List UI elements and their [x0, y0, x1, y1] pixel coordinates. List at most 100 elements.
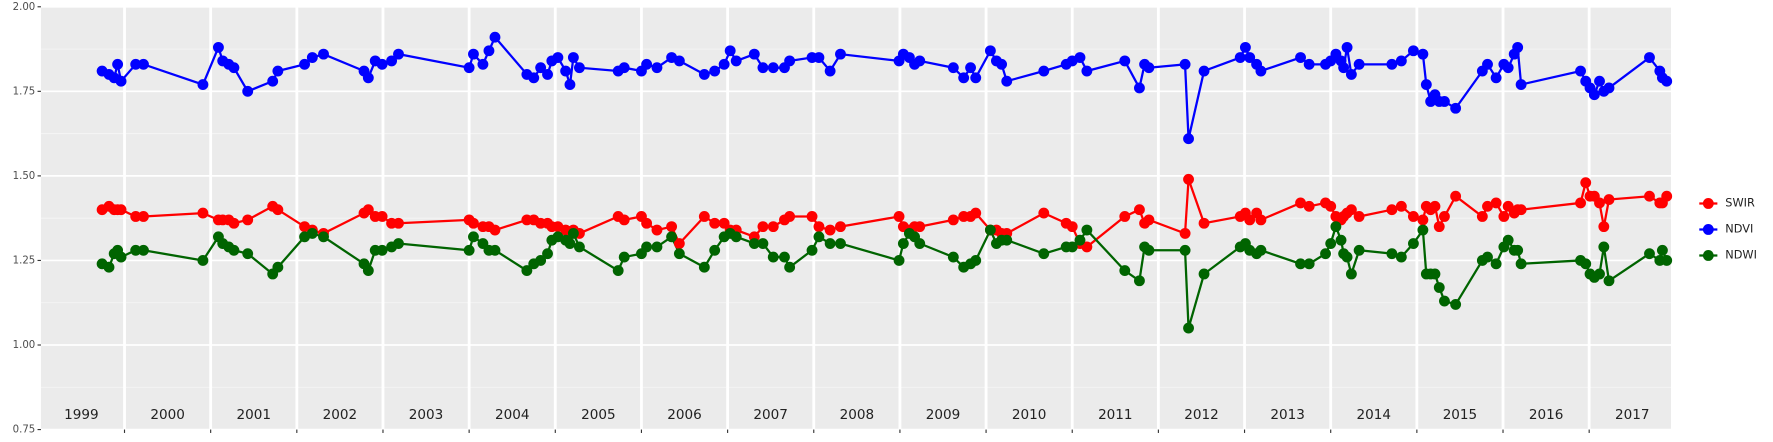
legend-label: SWIR [1725, 196, 1755, 209]
point [1580, 177, 1592, 189]
x-tick-label: 2012 [1184, 407, 1218, 423]
x-tick-label: 2014 [1357, 407, 1391, 423]
y-tick-label: 0.75 [13, 425, 36, 436]
point [1512, 41, 1524, 53]
point [1598, 221, 1610, 233]
point [1644, 190, 1655, 202]
point [1407, 238, 1419, 249]
point [228, 244, 240, 256]
point [1244, 52, 1256, 63]
point [1143, 62, 1155, 74]
point [806, 244, 818, 256]
point [299, 58, 311, 70]
point [552, 52, 564, 63]
point [1515, 204, 1527, 216]
point [641, 241, 653, 253]
point [1407, 45, 1419, 57]
point [1656, 244, 1668, 256]
point [1143, 244, 1155, 256]
point [1255, 244, 1267, 256]
point [1066, 221, 1078, 233]
point [893, 255, 905, 266]
point [535, 255, 547, 266]
point [228, 62, 240, 74]
point [542, 248, 553, 260]
x-tick-label: 2000 [150, 407, 184, 423]
point [130, 58, 142, 70]
point [1119, 55, 1131, 67]
point [393, 217, 404, 229]
point [1303, 58, 1315, 70]
point [618, 214, 630, 226]
point [1482, 251, 1493, 263]
point [242, 248, 254, 260]
point [824, 65, 836, 77]
point [1239, 41, 1251, 53]
point [709, 217, 721, 229]
point [463, 244, 475, 256]
point [806, 211, 818, 222]
point [673, 248, 685, 260]
point [483, 45, 495, 57]
point [1338, 62, 1350, 74]
point [272, 261, 284, 273]
point [970, 207, 982, 219]
point [1661, 75, 1673, 87]
point [362, 265, 374, 277]
point [1295, 258, 1306, 270]
point [1134, 82, 1145, 94]
point [970, 255, 982, 266]
point [698, 69, 710, 80]
point [1330, 221, 1342, 233]
point [1295, 197, 1306, 209]
point [376, 211, 388, 222]
point [542, 69, 553, 80]
point [1417, 48, 1429, 60]
point [813, 221, 825, 233]
point [1038, 65, 1050, 77]
point [1594, 268, 1605, 280]
point [1386, 204, 1398, 216]
point [1001, 75, 1013, 87]
x-tick-label: 2002 [323, 407, 357, 423]
point [779, 251, 790, 263]
point [824, 224, 836, 236]
point [1386, 58, 1398, 70]
point [1417, 214, 1429, 226]
point [386, 55, 398, 67]
point [914, 238, 926, 249]
point [893, 211, 905, 222]
point [784, 211, 796, 222]
point [468, 48, 479, 60]
legend-label: NDVI [1725, 222, 1753, 235]
point [1450, 298, 1462, 310]
point [212, 41, 224, 53]
point [666, 221, 678, 233]
point [1429, 268, 1441, 280]
point [197, 255, 209, 266]
point [1476, 211, 1488, 222]
point [115, 251, 127, 263]
point [1179, 227, 1191, 239]
point [1433, 221, 1445, 233]
point [1081, 65, 1093, 77]
point [1588, 89, 1600, 101]
point [242, 85, 254, 97]
point [618, 62, 630, 74]
point [641, 58, 653, 70]
point [757, 238, 769, 249]
point [641, 217, 653, 229]
point [618, 251, 630, 263]
x-tick-label: 2004 [495, 407, 529, 423]
point [984, 45, 996, 57]
y-tick-label: 2.00 [13, 2, 36, 13]
point [1143, 214, 1155, 226]
point [528, 72, 540, 84]
point [267, 75, 279, 87]
point [477, 58, 489, 70]
point [1439, 211, 1450, 222]
point [1353, 244, 1365, 256]
point [272, 204, 284, 216]
x-tick-label: 2015 [1443, 407, 1477, 423]
point [1603, 194, 1615, 205]
